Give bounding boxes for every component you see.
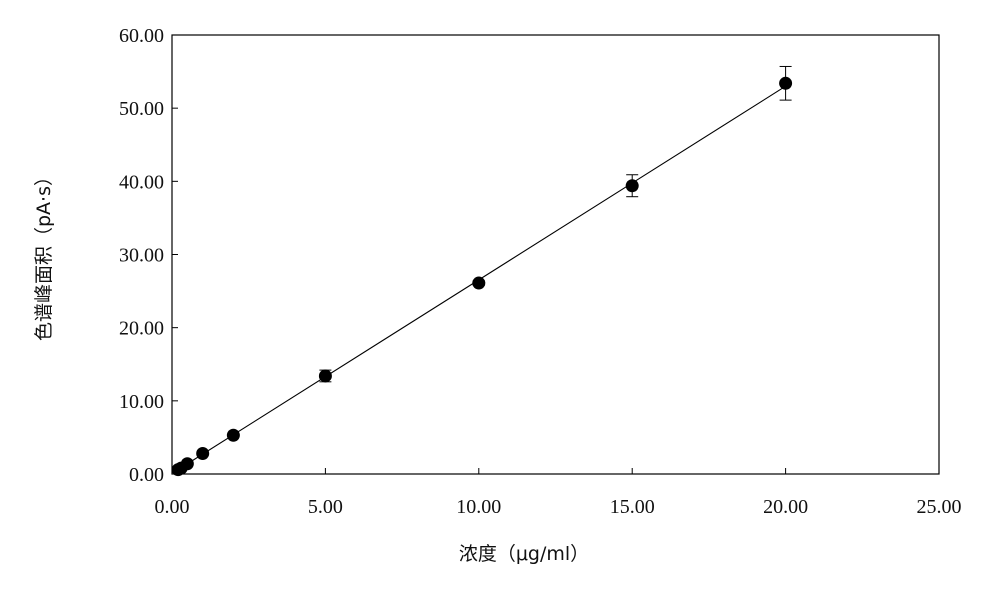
y-tick-label: 10.00 [119, 391, 164, 413]
plot-frame [171, 34, 940, 475]
x-tick-label: 5.00 [308, 496, 343, 518]
x-tick-label: 0.00 [155, 496, 190, 518]
data-point [472, 276, 486, 290]
x-tick-label: 10.00 [456, 496, 501, 518]
data-point [226, 428, 240, 442]
y-axis-title: 色谱峰面积（pA·s） [33, 167, 55, 341]
x-axis-title: 浓度（μg/ml） [459, 543, 589, 565]
x-tick-label: 25.00 [917, 496, 962, 518]
y-tick-label: 40.00 [119, 171, 164, 193]
data-point [180, 457, 194, 471]
data-point [625, 179, 639, 193]
data-point [779, 76, 793, 90]
y-tick-label: 60.00 [119, 25, 164, 47]
y-tick-label: 20.00 [119, 318, 164, 340]
y-tick-label: 0.00 [129, 464, 164, 486]
y-tick-label: 30.00 [119, 245, 164, 267]
y-tick-label: 50.00 [119, 98, 164, 120]
data-points [171, 65, 793, 477]
data-point [318, 369, 332, 383]
x-tick-label: 15.00 [610, 496, 655, 518]
x-tick-label: 20.00 [763, 496, 808, 518]
axis-ticks: 0.00 10.00 20.00 30.00 40.00 50.00 60.00 0.00 5.… [119, 25, 962, 518]
data-point [196, 447, 210, 461]
